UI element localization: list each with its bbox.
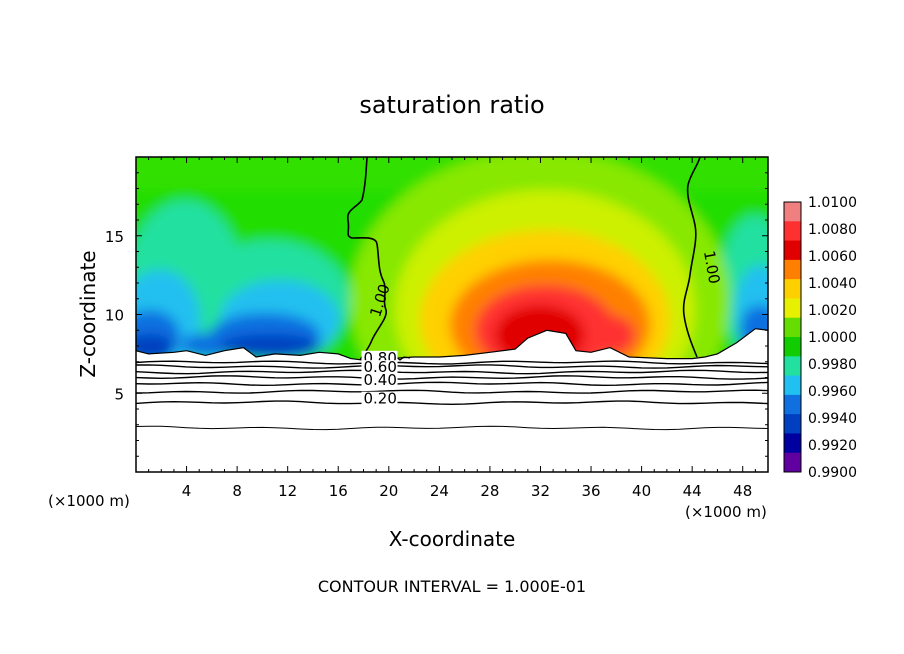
ground-contour-0.40 — [136, 389, 768, 394]
colorbar-label: 1.0020 — [808, 303, 857, 319]
ground-contour-0.60 — [136, 375, 768, 380]
colorbar-label: 1.0060 — [808, 249, 857, 265]
colorbar-swatch — [784, 298, 801, 319]
x-tick-label: 40 — [632, 482, 651, 500]
contour-label-text: 1.00 — [700, 249, 724, 285]
y-tick-label: 10 — [105, 307, 124, 325]
x-unit-left: (×1000 m) — [48, 492, 130, 510]
colorbar-label: 0.9920 — [808, 438, 857, 454]
x-tick-label: 8 — [232, 482, 242, 500]
colorbar-label: 0.9960 — [808, 384, 857, 400]
colorbar-swatch — [784, 259, 801, 280]
x-tick-label: 20 — [379, 482, 398, 500]
colorbar-swatch — [784, 279, 801, 299]
x-unit-right: (×1000 m) — [685, 503, 767, 521]
colorbar-swatch — [784, 240, 801, 261]
x-tick-label: 12 — [278, 482, 297, 500]
contour-label: 0.60 — [361, 358, 398, 376]
x-tick-label: 16 — [329, 482, 348, 500]
colorbar-label: 0.9940 — [808, 411, 857, 427]
surface-boundary — [136, 328, 768, 361]
x-axis-ticks: 4 8 12 16 20 24 28 32 36 40 44 48 — [148, 157, 756, 500]
x-axis-label: X-coordinate — [389, 527, 516, 551]
x-tick-label: 44 — [683, 482, 702, 500]
ground-contour-0.80 — [136, 364, 768, 369]
contour-label-background — [361, 360, 398, 375]
x-tick-label: 36 — [581, 482, 600, 500]
contour-label: 0.20 — [361, 390, 398, 408]
x-tick-label: 24 — [430, 482, 449, 500]
colorbar-label: 1.0000 — [808, 330, 857, 346]
ground-contour-0.70 — [136, 369, 768, 375]
contour-label-background — [361, 391, 398, 406]
contour-line-1-00-left — [346, 157, 387, 361]
colorbar-swatch — [784, 356, 801, 377]
colorbar-swatch — [784, 317, 801, 338]
x-tick-label: 48 — [733, 482, 752, 500]
colorbar-label: 1.0100 — [808, 195, 857, 211]
y-axis-label: Z-coordinate — [76, 250, 100, 377]
contour-label: 1.00 — [700, 249, 724, 285]
y-tick-label: 5 — [114, 385, 124, 403]
chart-title: saturation ratio — [359, 91, 544, 119]
contour-label: 0.40 — [361, 371, 398, 389]
ground-contour-0.90 — [136, 360, 768, 365]
colorbar-swatch — [784, 452, 801, 473]
colorbar-swatch — [784, 202, 801, 222]
contour-label-background — [361, 372, 398, 387]
colorbar-label: 0.9900 — [808, 465, 857, 481]
colorbar-label: 1.0040 — [808, 276, 857, 292]
contour-label-text: 0.40 — [364, 371, 397, 389]
colorbar-label: 0.9980 — [808, 357, 857, 373]
y-axis-ticks: 5 10 15 — [105, 172, 768, 457]
colorbar-swatch — [784, 433, 801, 454]
colorbar-swatch — [784, 337, 801, 357]
contour-labels: 1.001.000.800.600.400.20 — [361, 249, 724, 408]
y-tick-label: 15 — [105, 228, 124, 246]
x-tick-label: 4 — [182, 482, 192, 500]
colorbar-frame — [783, 201, 802, 473]
colorbar-swatch — [784, 394, 801, 415]
ground-contour-0.20 — [136, 425, 768, 431]
colorbar-swatch — [784, 221, 801, 242]
ground-contour-lines — [136, 360, 768, 431]
contour-interval-footer: CONTOUR INTERVAL = 1.000E-01 — [318, 577, 586, 596]
x-tick-label: 28 — [480, 482, 499, 500]
contour-line-1-00-right — [682, 157, 701, 358]
colorbar: 1.0100 1.0080 1.0060 1.0040 1.0020 1.0000 0.99… — [783, 195, 857, 481]
colorbar-label: 1.0080 — [808, 222, 857, 238]
contour-label-text: 0.60 — [364, 358, 397, 376]
x-tick-label: 32 — [531, 482, 550, 500]
ground-contour-0.50 — [136, 381, 768, 387]
colorbar-swatch — [784, 375, 801, 396]
contour-label-text: 0.20 — [364, 390, 397, 408]
colorbar-swatch — [784, 414, 801, 434]
ground-contour-0.30 — [136, 400, 768, 406]
